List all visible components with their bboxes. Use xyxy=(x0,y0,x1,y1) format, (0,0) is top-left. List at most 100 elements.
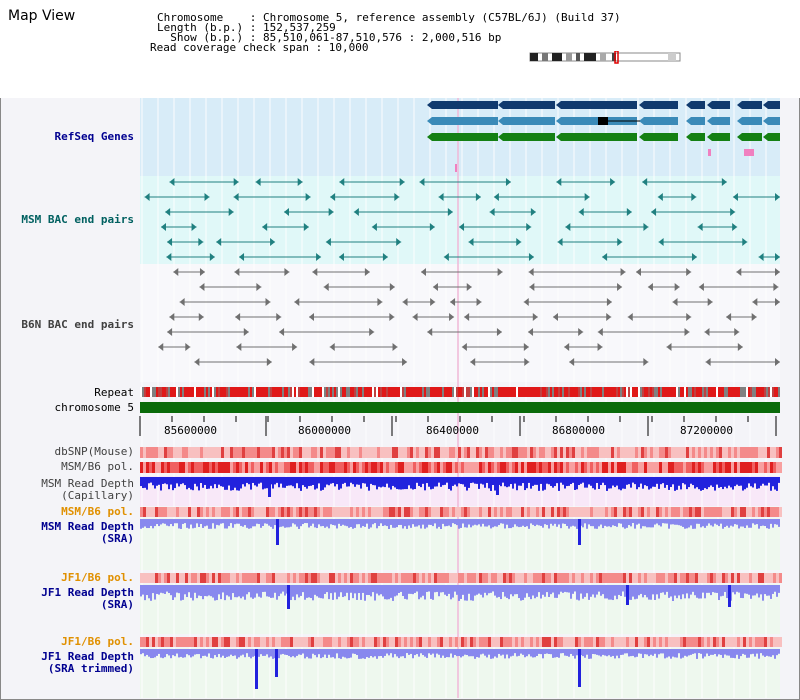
repeat-segment xyxy=(208,387,210,397)
polymorphism-cell xyxy=(380,447,383,458)
read-depth-bar xyxy=(242,477,244,485)
read-depth-bar xyxy=(236,477,238,491)
read-depth-bar xyxy=(188,519,190,529)
read-depth-bar xyxy=(648,519,650,528)
msm-bac-pair-end xyxy=(516,238,522,246)
read-depth-bar xyxy=(168,649,170,656)
repeat-segment xyxy=(642,387,644,397)
read-depth-bar xyxy=(572,519,574,526)
read-depth-bar xyxy=(496,519,498,527)
read-depth-bar xyxy=(308,477,310,487)
read-depth-bar xyxy=(706,585,708,593)
read-depth-bar xyxy=(468,585,470,594)
read-depth-bar xyxy=(516,477,518,491)
polymorphism-cell xyxy=(437,637,440,647)
polymorphism-cell xyxy=(182,573,185,583)
polymorphism-cell xyxy=(566,447,569,458)
read-depth-bar xyxy=(748,477,750,484)
polymorphism-cell xyxy=(314,637,317,647)
read-depth-bar xyxy=(342,585,344,598)
read-depth-bar xyxy=(742,477,744,491)
read-depth-bar xyxy=(654,585,656,600)
polymorphism-cell xyxy=(686,637,689,647)
read-depth-bar xyxy=(658,649,660,655)
chromosome-ideogram[interactable] xyxy=(528,51,686,65)
polymorphism-cell xyxy=(200,462,203,473)
repeat-segment xyxy=(516,387,518,397)
read-depth-bar xyxy=(722,649,724,658)
repeat-segment xyxy=(560,387,562,397)
read-depth-bar xyxy=(674,477,676,491)
read-depth-bar xyxy=(604,519,606,526)
polymorphism-cell xyxy=(452,447,455,458)
polymorphism-cell xyxy=(272,573,275,583)
read-depth-bar xyxy=(570,477,572,485)
read-depth-bar xyxy=(592,585,594,595)
polymorphism-cell xyxy=(263,462,266,473)
refseq-gene-block xyxy=(712,101,730,109)
msm-bac-pair-end xyxy=(233,193,239,201)
read-depth-bar xyxy=(336,585,338,600)
refseq-gene-block xyxy=(503,133,555,141)
read-depth-bar xyxy=(554,649,556,658)
b6n-bac-pair-end xyxy=(169,313,175,321)
polymorphism-cell xyxy=(719,462,722,473)
repeat-segment xyxy=(460,387,462,397)
read-depth-bar xyxy=(384,477,386,488)
polymorphism-cell xyxy=(242,637,245,647)
repeat-segment xyxy=(188,387,190,397)
read-depth-bar xyxy=(522,519,524,526)
polymorphism-cell xyxy=(236,447,239,458)
read-depth-bar xyxy=(156,519,158,525)
polymorphism-cell xyxy=(662,462,665,473)
polymorphism-cell xyxy=(386,507,389,517)
read-depth-bar xyxy=(594,649,596,655)
b6n-bac-pair-end xyxy=(620,268,626,276)
read-depth-bar xyxy=(172,585,174,600)
polymorphism-cell xyxy=(425,573,428,583)
polymorphism-cell xyxy=(470,573,473,583)
polymorphism-cell xyxy=(143,507,146,517)
read-depth-bar xyxy=(472,519,474,526)
polymorphism-cell xyxy=(755,507,758,517)
read-depth-bar xyxy=(412,477,414,490)
polymorphism-cell xyxy=(770,462,773,473)
read-depth-bar xyxy=(342,477,344,484)
repeat-segment xyxy=(718,387,720,397)
read-depth-bar xyxy=(248,649,250,657)
polymorphism-cell xyxy=(668,637,671,647)
read-depth-bar xyxy=(572,477,574,483)
repeat-segment xyxy=(622,387,624,397)
read-depth-bar xyxy=(536,519,538,525)
polymorphism-cell xyxy=(368,462,371,473)
polymorphism-cell xyxy=(293,462,296,473)
polymorphism-cell xyxy=(155,447,158,458)
refseq-gene-arrow xyxy=(707,117,712,125)
read-depth-bar xyxy=(364,649,366,659)
polymorphism-cell xyxy=(443,507,446,517)
polymorphism-cell xyxy=(335,462,338,473)
refseq-gene-block xyxy=(691,101,705,109)
polymorphism-cell xyxy=(638,573,641,583)
read-depth-bar xyxy=(732,649,734,658)
b6n-bac-pair-end xyxy=(466,283,472,291)
polymorphism-cell xyxy=(656,637,659,647)
polymorphism-cell xyxy=(395,447,398,458)
polymorphism-cell xyxy=(779,462,782,473)
repeat-segment xyxy=(576,387,578,397)
polymorphism-cell xyxy=(617,462,620,473)
polymorphism-cell xyxy=(623,507,626,517)
msm-bac-pair-end xyxy=(697,223,703,231)
polymorphism-cell xyxy=(233,573,236,583)
b6n-bac-pair-end xyxy=(450,298,456,306)
read-depth-bar xyxy=(340,519,342,526)
read-depth-bar xyxy=(500,585,502,600)
repeat-segment xyxy=(470,387,472,397)
read-depth-bar xyxy=(512,585,514,597)
polymorphism-cell xyxy=(740,447,743,458)
polymorphism-cell xyxy=(215,507,218,517)
read-depth-bar xyxy=(190,519,192,525)
read-depth-bar xyxy=(354,585,356,594)
read-depth-bar xyxy=(412,585,414,595)
